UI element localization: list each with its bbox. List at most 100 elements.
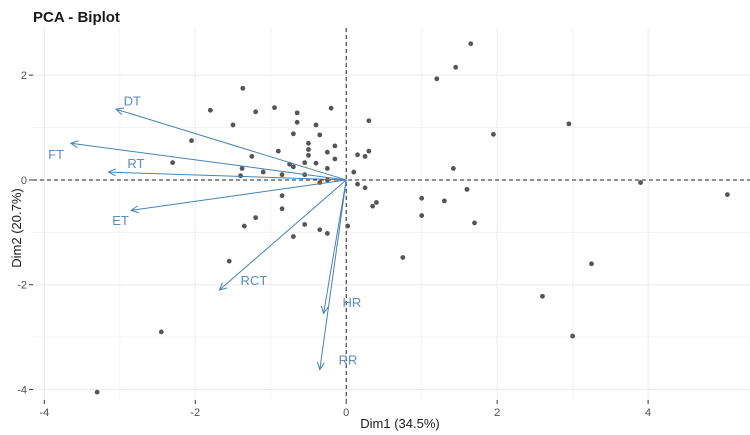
data-point [434, 76, 440, 82]
x-axis-ticks: -4 -2 0 2 4 [39, 400, 651, 419]
data-point [362, 153, 368, 159]
data-point [724, 192, 730, 198]
data-point [240, 85, 246, 91]
data-point [170, 160, 176, 166]
arrowhead-rr [316, 361, 325, 371]
y-axis-label: Dim2 (20.7%) [9, 188, 24, 267]
arrowhead-hr [320, 305, 329, 315]
data-point [290, 164, 296, 170]
data-point [290, 131, 296, 137]
arrow-ft [70, 142, 347, 181]
variable-arrows: DT FT RT ET RCT HR RR [48, 93, 361, 371]
data-point [570, 333, 576, 339]
data-point [306, 147, 311, 152]
arrow-dt [115, 108, 347, 181]
data-point [294, 119, 300, 125]
x-tick-label: 0 [343, 407, 349, 419]
chart-title: PCA - Biplot [33, 9, 120, 26]
data-point [540, 293, 545, 299]
variable-label-hr: HR [342, 295, 361, 310]
data-point [450, 166, 456, 171]
data-point [490, 131, 496, 137]
variable-label-rct: RCT [241, 273, 268, 288]
data-point [275, 148, 281, 154]
data-point [324, 149, 330, 155]
data-point [226, 258, 232, 264]
data-point [189, 138, 194, 144]
x-tick-label: 2 [494, 407, 500, 419]
data-point [306, 140, 311, 146]
data-point [230, 122, 236, 128]
data-point [464, 186, 470, 192]
data-point [260, 169, 266, 175]
data-point [313, 160, 319, 166]
arrow-rr [319, 179, 347, 370]
arrowhead-rct [218, 282, 228, 291]
data-point [158, 329, 164, 335]
data-point [400, 255, 406, 260]
data-point [362, 185, 368, 191]
data-point [302, 222, 308, 227]
data-point [294, 110, 300, 116]
data-point [302, 160, 308, 166]
arrowhead-dt [114, 107, 125, 116]
data-point [94, 389, 100, 395]
y-tick-label: 0 [21, 175, 27, 187]
data-point [241, 223, 247, 229]
data-point [589, 261, 594, 267]
data-point [441, 198, 447, 204]
individual-points [94, 41, 730, 395]
data-point [332, 156, 338, 162]
y-tick-label: 2 [21, 70, 27, 82]
data-point [355, 181, 360, 187]
data-point [317, 132, 323, 138]
data-point [468, 41, 474, 47]
data-point [328, 105, 334, 111]
data-point [249, 153, 255, 159]
reference-lines [33, 28, 750, 400]
data-point [355, 152, 360, 158]
data-point [306, 152, 311, 158]
data-point [332, 143, 338, 149]
data-point [419, 213, 425, 218]
data-point [317, 227, 323, 233]
y-tick-label: -2 [17, 280, 27, 292]
arrowhead-et [129, 205, 139, 214]
data-point [366, 148, 372, 154]
x-tick-label: -2 [190, 407, 200, 419]
data-point [253, 109, 259, 115]
data-point [253, 215, 259, 221]
data-point [279, 193, 285, 199]
data-point [324, 166, 330, 171]
arrow-hr [323, 179, 347, 314]
data-point [239, 166, 245, 171]
arrow-et [131, 179, 347, 211]
data-point [272, 105, 277, 111]
data-point [324, 177, 330, 183]
data-point [638, 180, 643, 185]
data-point [374, 200, 379, 205]
data-point [279, 206, 285, 212]
variable-label-dt: DT [124, 93, 141, 108]
data-point [324, 230, 330, 236]
data-point [419, 195, 425, 201]
variable-label-et: ET [112, 213, 129, 228]
data-point [453, 64, 459, 70]
variable-label-ft: FT [48, 147, 64, 162]
data-point [290, 234, 296, 239]
data-point [366, 118, 372, 124]
data-point [351, 169, 357, 175]
data-point [472, 220, 477, 226]
y-tick-label: -4 [17, 385, 27, 397]
variable-label-rr: RR [339, 353, 358, 368]
variable-label-rt: RT [127, 156, 144, 171]
arrow-rct [219, 179, 347, 291]
y-axis-ticks: -4 -2 0 2 [17, 70, 33, 397]
data-point [345, 223, 351, 229]
data-point [279, 172, 285, 178]
data-point [313, 122, 319, 128]
data-point [566, 121, 572, 127]
arrow-rt [108, 171, 347, 181]
